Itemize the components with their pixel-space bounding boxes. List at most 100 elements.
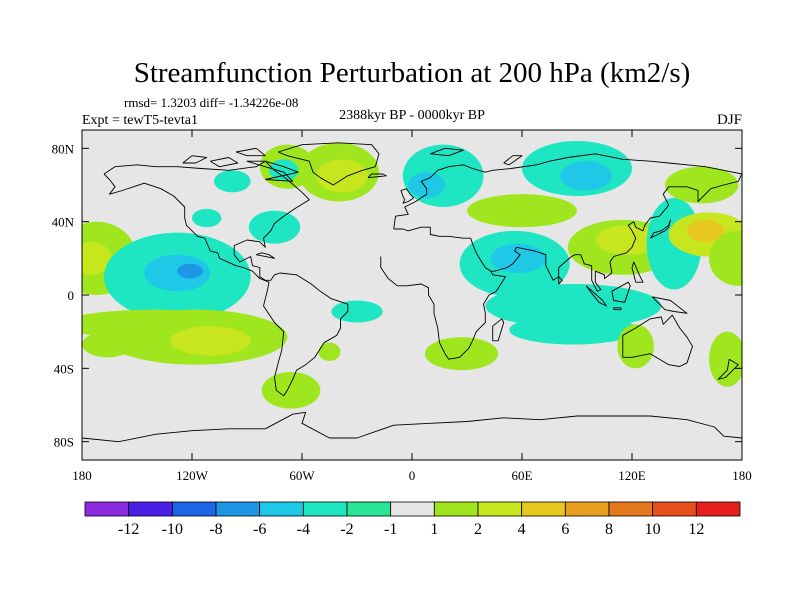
- x-tick-label: 120E: [618, 468, 646, 483]
- coastline: [649, 219, 671, 239]
- experiment-label: Expt = tewT5-tevta1: [82, 113, 198, 128]
- anomaly-region: [318, 342, 341, 362]
- colorbar-label: -8: [209, 521, 222, 538]
- anomaly-region: [177, 263, 204, 279]
- anomaly-region: [509, 315, 638, 345]
- anomaly-region: [144, 254, 211, 292]
- y-tick-label: 40S: [54, 361, 74, 376]
- anomaly-region: [424, 337, 499, 371]
- colorbar-label: -6: [253, 521, 266, 538]
- coastline: [613, 307, 622, 311]
- anomaly-region: [709, 230, 742, 286]
- colorbar-swatch: [215, 501, 261, 517]
- coastline: [585, 285, 607, 307]
- colorbar-label: -1: [384, 521, 397, 538]
- coastline: [622, 314, 693, 367]
- period-label: 2388kyr BP - 0000kyr BP: [339, 108, 485, 123]
- x-axis: 180 120W 60W 0 60E 120E 180: [72, 130, 752, 483]
- coastline: [651, 296, 688, 314]
- colorbar-swatch: [128, 501, 173, 517]
- colorbar-swatch: [433, 501, 479, 517]
- coastline: [256, 252, 275, 259]
- colorbar-label: 6: [561, 521, 569, 538]
- coastline: [503, 155, 523, 166]
- colorbar-label: 4: [518, 521, 526, 538]
- anomaly-region: [467, 194, 577, 228]
- x-tick-label: 0: [409, 468, 416, 483]
- coastline: [380, 256, 506, 360]
- anomaly-region: [170, 326, 251, 356]
- coastline: [182, 155, 208, 164]
- anomaly-region: [331, 300, 383, 323]
- coastlines: [82, 142, 742, 443]
- x-tick-label: 60E: [512, 468, 533, 483]
- anomaly-region: [665, 166, 739, 204]
- colorbar-label: 10: [645, 521, 661, 538]
- y-tick-label: 80N: [52, 141, 75, 156]
- anomaly-region: [214, 170, 251, 193]
- colorbar-label: 2: [474, 521, 482, 538]
- y-tick-label: 0: [68, 288, 75, 303]
- colorbar-label: -2: [340, 521, 353, 538]
- colorbar-swatch: [564, 501, 610, 517]
- y-tick-label: 80S: [54, 435, 74, 450]
- chart-title: Streamfunction Perturbation at 200 hPa (…: [134, 57, 691, 89]
- colorbar-swatch: [652, 501, 697, 517]
- colorbar-swatch: [390, 501, 435, 517]
- colorbar-label: 8: [605, 521, 613, 538]
- anomaly-region: [248, 210, 301, 244]
- coastline: [558, 276, 563, 285]
- anomaly-region: [82, 241, 112, 275]
- colorbar-label: 12: [688, 521, 704, 538]
- stats-label: rmsd= 1.3203 diff= -1.34226e-08: [124, 95, 298, 110]
- colorbar-label: 1: [430, 521, 438, 538]
- anomaly-region: [485, 284, 662, 328]
- y-axis: 80N 40N 0 40S 80S: [52, 141, 742, 450]
- coastline: [278, 142, 380, 186]
- coastline: [717, 358, 739, 380]
- anomaly-region: [490, 243, 546, 273]
- colorbar-swatch: [84, 501, 130, 517]
- colorbar-swatch: [608, 501, 654, 517]
- anomaly-region: [687, 219, 724, 242]
- coastline: [400, 188, 415, 204]
- coastline: [492, 318, 505, 342]
- colorbar-swatch: [259, 501, 304, 517]
- coastline: [367, 173, 387, 179]
- colorbar-label: -10: [162, 521, 183, 538]
- coastline: [235, 147, 266, 157]
- coastline: [631, 261, 644, 283]
- coastline: [82, 411, 742, 443]
- coastline: [246, 160, 299, 182]
- colorbar-swatch: [477, 501, 523, 517]
- coastline: [430, 147, 464, 157]
- x-tick-label: 180: [732, 468, 752, 483]
- colorbar-swatch: [695, 501, 741, 517]
- anomaly-region: [192, 208, 222, 228]
- anomaly-region: [408, 172, 445, 198]
- anomaly-field: [82, 141, 742, 409]
- colorbar-swatch: [302, 501, 348, 517]
- anomaly-region: [595, 225, 662, 255]
- colorbar-swatch: [346, 501, 392, 517]
- season-label: DJF: [717, 112, 742, 128]
- x-tick-label: 120W: [176, 468, 209, 483]
- anomaly-region: [261, 372, 321, 409]
- colorbar: -12 -10 -8 -6 -4 -2 -1 1 2 4 6 8 10 12: [84, 501, 741, 538]
- coastline: [210, 157, 239, 168]
- colorbar-label: -12: [118, 521, 139, 538]
- x-tick-label: 180: [72, 468, 92, 483]
- coastline: [611, 281, 631, 303]
- colorbar-swatch: [171, 501, 217, 517]
- y-tick-label: 40N: [52, 215, 75, 230]
- x-tick-label: 60W: [289, 468, 315, 483]
- anomaly-region: [82, 331, 134, 358]
- anomaly-region: [709, 331, 742, 387]
- anomaly-region: [560, 161, 612, 191]
- anomaly-region: [316, 159, 369, 193]
- colorbar-swatch: [521, 501, 566, 517]
- coastline: [393, 153, 742, 292]
- coastline: [103, 160, 349, 397]
- colorbar-label: -4: [297, 521, 310, 538]
